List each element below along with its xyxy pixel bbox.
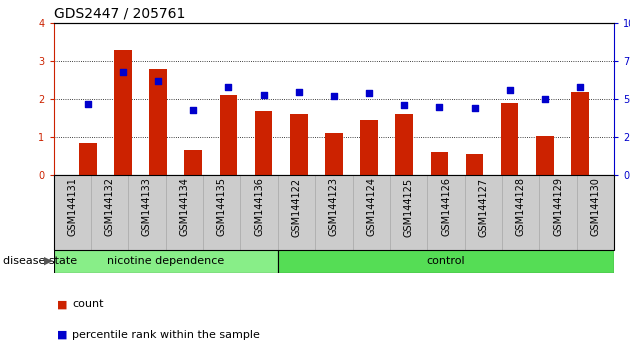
Text: disease state: disease state: [3, 256, 77, 266]
Text: GSM144129: GSM144129: [553, 177, 563, 236]
Bar: [241, 175, 278, 250]
Bar: [353, 175, 390, 250]
Bar: [220, 95, 238, 175]
Text: control: control: [427, 256, 466, 266]
Text: GDS2447 / 205761: GDS2447 / 205761: [54, 6, 185, 21]
Text: ▶: ▶: [44, 256, 52, 266]
Bar: [149, 69, 167, 175]
Bar: [390, 175, 427, 250]
Bar: [427, 175, 465, 250]
Bar: [255, 111, 272, 175]
Bar: [577, 175, 614, 250]
Text: count: count: [72, 299, 104, 309]
Text: GSM144135: GSM144135: [217, 177, 227, 236]
Bar: [129, 175, 166, 250]
Text: GSM144128: GSM144128: [516, 177, 526, 236]
Bar: [465, 175, 502, 250]
Point: [575, 84, 585, 90]
Bar: [54, 250, 278, 273]
Point: [294, 89, 304, 95]
Point: [505, 87, 515, 93]
Bar: [325, 133, 343, 175]
Bar: [54, 175, 91, 250]
Point: [540, 96, 550, 102]
Point: [364, 90, 374, 96]
Bar: [290, 114, 307, 175]
Bar: [501, 103, 518, 175]
Bar: [79, 143, 96, 175]
Point: [118, 69, 128, 75]
Point: [153, 78, 163, 84]
Point: [434, 104, 444, 110]
Text: GSM144126: GSM144126: [441, 177, 451, 236]
Point: [399, 102, 410, 108]
Bar: [91, 175, 129, 250]
Text: GSM144130: GSM144130: [590, 177, 600, 236]
Text: GSM144123: GSM144123: [329, 177, 339, 236]
Point: [258, 92, 268, 97]
Bar: [466, 154, 483, 175]
Text: nicotine dependence: nicotine dependence: [107, 256, 224, 266]
Bar: [360, 120, 378, 175]
Bar: [114, 50, 132, 175]
Point: [83, 101, 93, 107]
Point: [469, 105, 479, 111]
Bar: [185, 150, 202, 175]
Bar: [203, 175, 241, 250]
Bar: [502, 175, 539, 250]
Bar: [430, 152, 448, 175]
Point: [188, 107, 198, 113]
Bar: [166, 175, 203, 250]
Text: GSM144132: GSM144132: [105, 177, 115, 236]
Bar: [539, 175, 577, 250]
Bar: [536, 136, 554, 175]
Text: GSM144125: GSM144125: [404, 177, 414, 236]
Point: [329, 93, 339, 99]
Text: ■: ■: [57, 330, 67, 339]
Text: GSM144136: GSM144136: [254, 177, 264, 236]
Text: GSM144133: GSM144133: [142, 177, 152, 236]
Text: GSM144124: GSM144124: [366, 177, 376, 236]
Point: [224, 84, 234, 90]
Bar: [396, 114, 413, 175]
Text: GSM144134: GSM144134: [180, 177, 190, 236]
Text: GSM144122: GSM144122: [292, 177, 302, 236]
Text: GSM144131: GSM144131: [67, 177, 77, 236]
Text: percentile rank within the sample: percentile rank within the sample: [72, 330, 260, 339]
Bar: [571, 92, 589, 175]
Text: ■: ■: [57, 299, 67, 309]
Text: GSM144127: GSM144127: [478, 177, 488, 236]
Bar: [315, 175, 353, 250]
Bar: [278, 250, 614, 273]
Bar: [278, 175, 315, 250]
